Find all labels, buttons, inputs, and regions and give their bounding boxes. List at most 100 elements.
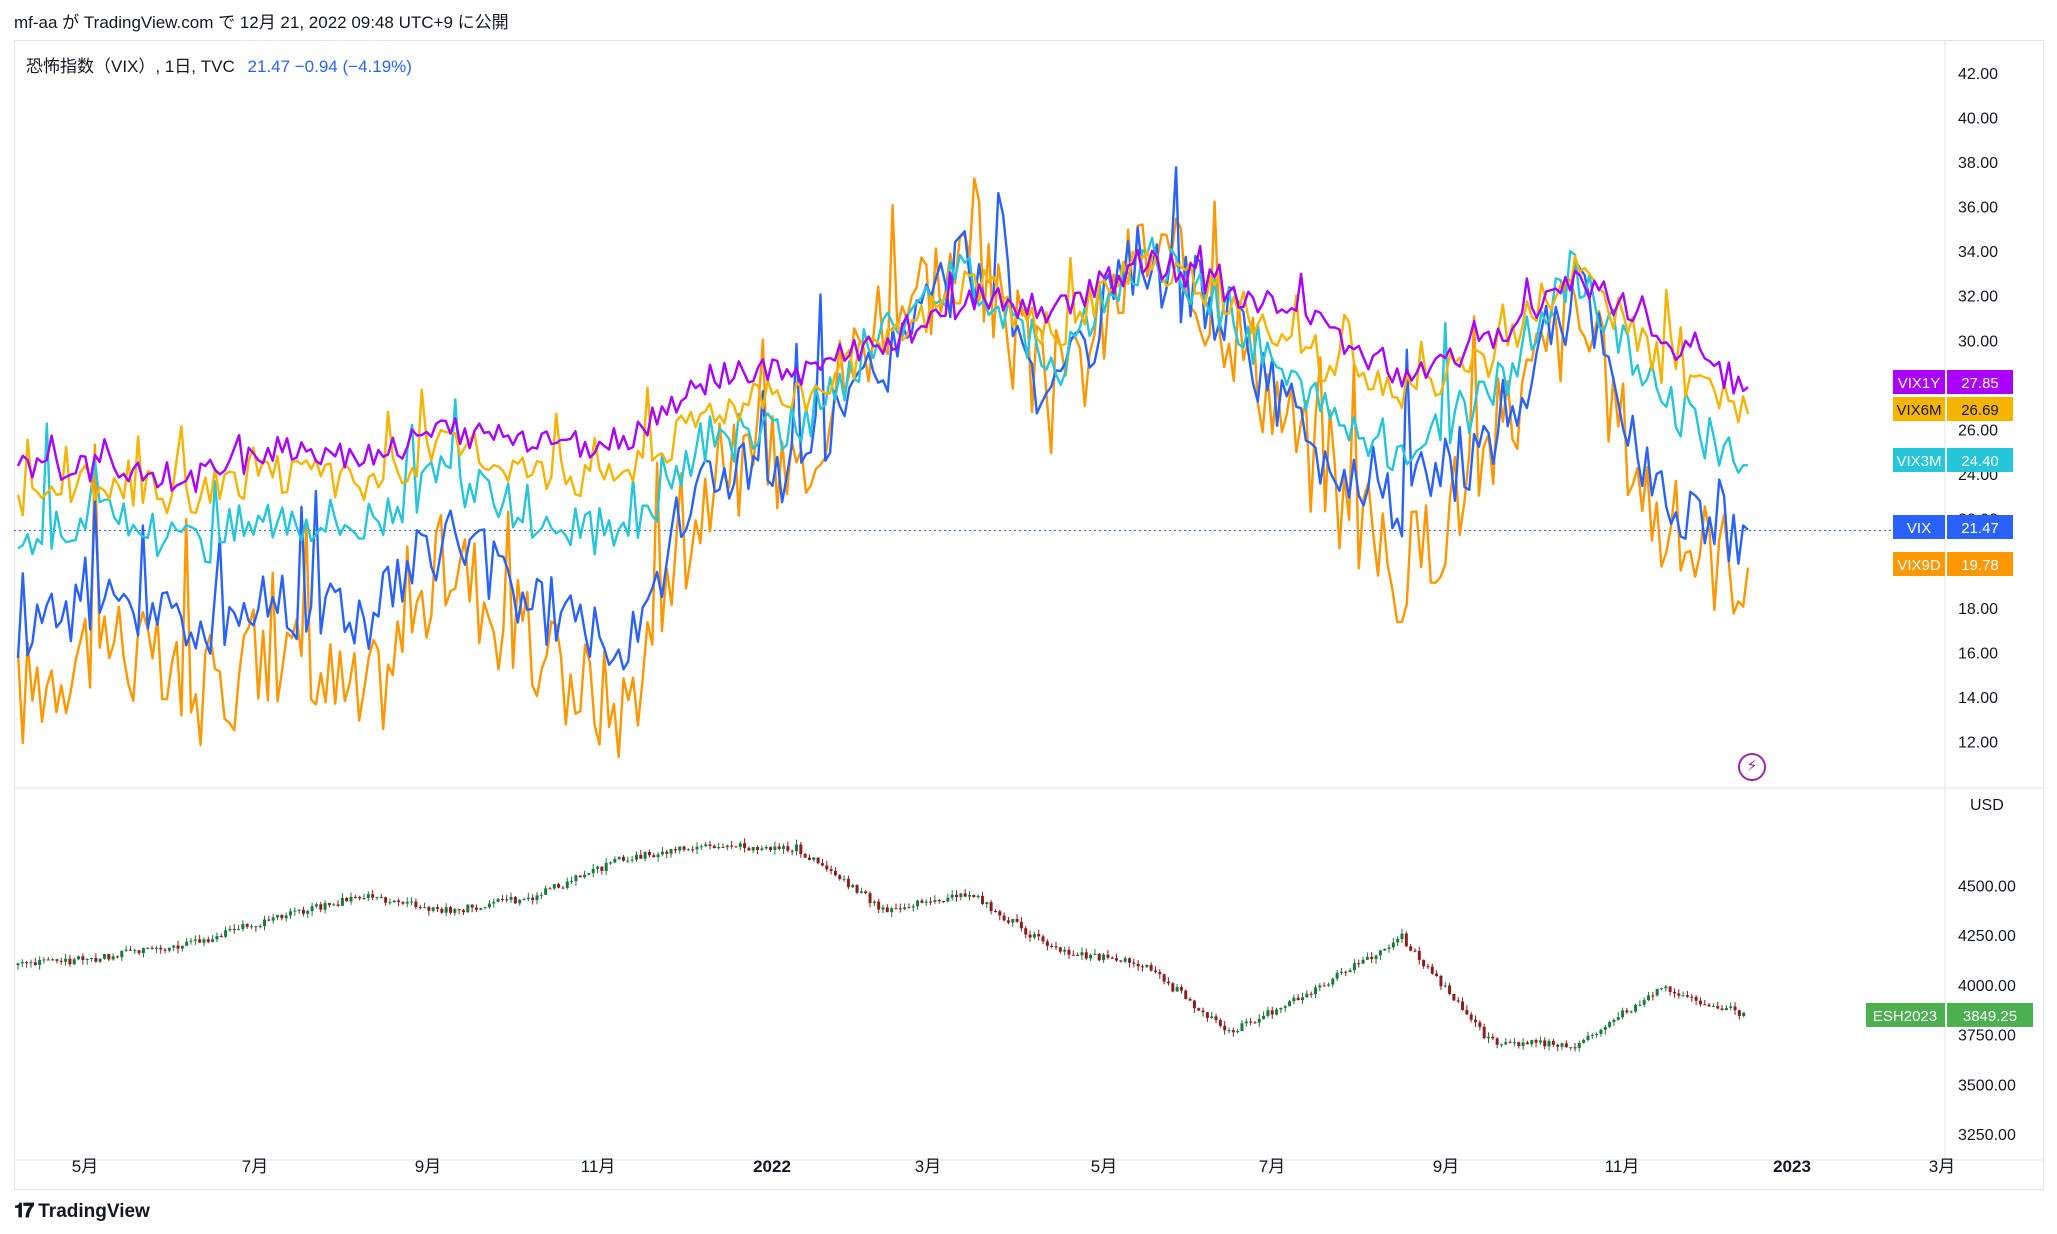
candle-body [1028,934,1032,938]
candle-body [1227,1030,1231,1032]
candle-body [340,897,344,906]
candle-body [717,847,721,849]
candle-body [1629,1011,1633,1013]
candle-body [652,855,656,858]
series-value-label: 26.69 [1961,402,1999,419]
candle-body [911,906,915,908]
y-tick-label: 3750.00 [1958,1028,2016,1045]
series-value-label: 24.40 [1961,453,1999,470]
y-tick-label: 4500.00 [1958,879,2016,896]
candle-body [1647,995,1651,1001]
candle-body [1543,1040,1547,1047]
candle-body [250,926,254,928]
candle-body [1625,1010,1629,1013]
candle-body [955,894,959,898]
candle-body [626,860,630,862]
candle-body [1396,938,1400,943]
candle-body [1253,1022,1257,1024]
series-name-label: VIX9D [1897,557,1941,574]
candle-body [1711,1006,1715,1008]
series-line-vix3m [17,236,1749,564]
candle-body [1292,997,1296,1002]
candle-body [483,907,487,909]
y-tick-label: 42.00 [1958,66,1998,83]
y-tick-label: 32.00 [1958,289,1998,306]
candle-body [51,959,55,961]
candle-body [64,958,68,962]
candle-body [189,940,193,942]
candle-body [1218,1020,1222,1026]
candle-body [228,928,232,931]
candle-body [1512,1042,1516,1044]
candle-body [539,894,543,896]
candle-body [1153,970,1157,972]
es-value-label: 3849.25 [1963,1008,2017,1025]
candle-body [1175,987,1179,992]
series-value-label: 27.85 [1961,375,1999,392]
candle-body [232,928,236,930]
candle-body [1443,985,1447,987]
candle-body [1352,963,1356,971]
candle-body [358,897,362,899]
vix-series-layer [16,166,1750,759]
candle-body [890,908,894,913]
candle-body [1050,945,1054,947]
tradingview-logo-icon: 𝟏𝟕 [14,1200,34,1222]
candle-body [461,910,465,913]
candle-body [224,930,228,937]
candle-body [760,848,764,850]
candle-body [332,904,336,906]
candle-body [440,908,444,913]
x-tick-label: 7月 [242,1157,268,1176]
candle-body [708,844,712,846]
candle-body [423,907,427,909]
candle-body [293,910,297,912]
x-tick-label: 5月 [72,1157,98,1176]
chart-legend[interactable]: 恐怖指数（VIX）, 1日, TVC 21.47 −0.94 (−4.19%) [26,52,412,77]
candle-body [25,962,29,964]
candle-body [587,873,591,875]
candle-body [686,849,690,851]
candle-body [1011,918,1015,923]
candle-body [1391,942,1395,948]
candle-body [1309,993,1313,995]
candle-body [1257,1018,1261,1023]
series-name-badge [1893,515,1945,539]
candle-body [1006,920,1010,923]
candle-body [20,962,24,964]
candle-body [1344,971,1348,973]
candle-body [1409,946,1413,951]
candle-body [1616,1017,1620,1020]
candle-body [1205,1012,1209,1018]
y-tick-label: 30.00 [1958,333,1998,350]
candle-body [613,859,617,863]
x-tick-label: 2022 [753,1157,791,1176]
candle-body [1192,1000,1196,1009]
candle-body [466,904,470,913]
candle-body [327,903,331,906]
candle-body [916,900,920,907]
candle-body [1651,995,1655,997]
candle-body [371,894,375,898]
candle-body [578,875,582,878]
candle-body [1400,933,1404,939]
x-tick-label: 9月 [1433,1157,1459,1176]
candle-body [1525,1042,1529,1045]
series-name-label: VIX6M [1896,402,1941,419]
candle-body [427,907,431,911]
candle-body [1331,978,1335,985]
candle-body [1210,1016,1214,1018]
candle-body [98,958,102,962]
candle-body [1482,1026,1486,1039]
y-tick-label: 3250.00 [1958,1127,2016,1144]
es-value-badge [1947,1002,2033,1027]
candle-body [622,856,625,861]
candle-body [1422,959,1426,967]
x-tick-label: 2023 [1773,1157,1811,1176]
candle-body [795,844,798,852]
lightning-bolt-icon[interactable]: ⚡ [1738,753,1766,781]
candle-body [842,878,846,880]
candle-body [29,962,33,964]
candle-body [1119,960,1123,962]
candle-body [128,949,132,951]
